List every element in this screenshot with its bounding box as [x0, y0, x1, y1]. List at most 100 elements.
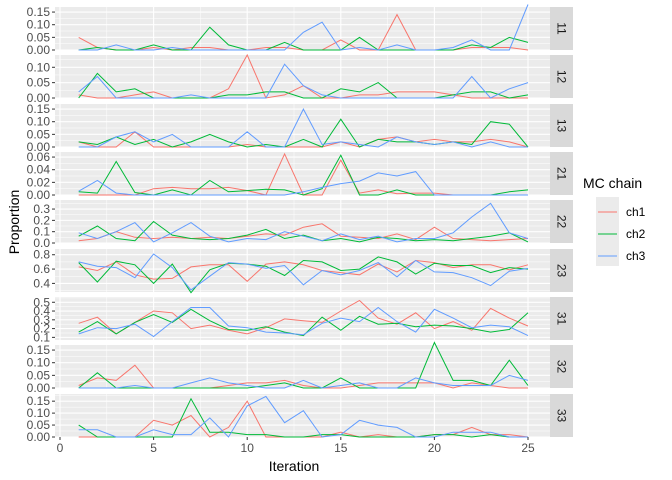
y-tick-label: 0.0 — [33, 236, 50, 250]
facet-panel-33: 0.000.050.100.15 33 — [27, 394, 573, 444]
y-tick-label: 0.15 — [27, 5, 51, 19]
y-tick-label: 0.2 — [33, 322, 50, 336]
series-line-ch3 — [78, 63, 529, 99]
y-tick-label: 0.8 — [33, 248, 50, 262]
facet-panel-13: 0.000.050.100.15 13 — [27, 102, 573, 154]
y-tick-label: 0.10 — [27, 406, 51, 420]
facet-strip-label: 32 — [555, 360, 569, 374]
y-tick-label: 0.05 — [27, 76, 51, 90]
facet-panel-21: 0.000.020.040.06 21 — [27, 150, 573, 202]
y-tick-label: 0.3 — [33, 313, 50, 327]
facet-strip — [550, 200, 573, 243]
series-line-ch3 — [78, 395, 528, 438]
panel-background — [55, 7, 550, 50]
x-tick-label: 20 — [428, 441, 442, 455]
facet-panel-23: 0.40.60.8 23 — [33, 248, 573, 294]
y-tick-label: 0.00 — [27, 381, 51, 395]
y-tick-label: 0.4 — [33, 304, 50, 318]
y-tick-label: 0.00 — [27, 140, 51, 154]
x-axis: 0 5 10 15 20 25 — [57, 437, 535, 455]
legend: MC chain ch1 ch2 ch3 — [583, 175, 646, 266]
y-tick-label: 0.6 — [33, 262, 50, 276]
facet-strip — [550, 394, 573, 437]
x-tick-label: 0 — [57, 441, 64, 455]
series-line-ch3 — [78, 4, 529, 51]
panel-background — [55, 55, 550, 98]
facet-strip-label: 22 — [555, 215, 569, 229]
legend-item-ch2: ch2 — [598, 227, 646, 241]
legend-item-ch3: ch3 — [598, 249, 646, 263]
legend-title: MC chain — [583, 175, 642, 191]
y-tick-label: 0.15 — [27, 394, 51, 408]
y-tick-label: 0.06 — [27, 150, 51, 164]
panel-background — [55, 200, 550, 243]
series-line-ch2 — [78, 256, 529, 294]
facet-strip-label: 33 — [555, 409, 569, 423]
facet-strip — [550, 345, 573, 388]
y-tick-label: 0.15 — [27, 102, 51, 116]
series-line-ch1 — [78, 299, 529, 335]
y-tick-label: 0.05 — [27, 418, 51, 432]
x-tick-label: 5 — [150, 441, 157, 455]
facet-strip-label: 21 — [555, 167, 569, 181]
y-tick-label: 0.4 — [33, 276, 50, 290]
panel-background — [55, 394, 550, 437]
series-line-ch2 — [78, 26, 529, 51]
x-tick-label: 25 — [521, 441, 535, 455]
y-tick-label: 0.05 — [27, 368, 51, 382]
y-tick-label: 0.1 — [33, 330, 50, 344]
y-tick-label: 0.04 — [27, 163, 51, 177]
legend-label-ch1: ch1 — [626, 205, 646, 219]
series-line-ch3 — [78, 108, 528, 148]
x-axis-title: Iteration — [269, 458, 320, 474]
x-tick-label: 10 — [241, 441, 255, 455]
series-line-ch1 — [78, 259, 529, 282]
facet-strip — [550, 55, 573, 98]
y-tick-label: 0.10 — [27, 60, 51, 74]
y-tick-label: 0.2 — [33, 213, 50, 227]
y-axis-title: Proportion — [6, 190, 22, 255]
series-line-ch3 — [78, 374, 529, 389]
y-tick-label: 0.1 — [33, 225, 50, 239]
series-line-ch3 — [78, 202, 529, 243]
y-tick-label: 0.00 — [27, 430, 51, 444]
y-tick-label: 0.05 — [27, 30, 51, 44]
facet-panel-32: 0.000.050.100.15 32 — [27, 341, 573, 395]
facet-strip — [550, 249, 573, 292]
facet-panel-12: 0.000.05 0.10 12 — [27, 53, 573, 105]
facet-strip-label: 31 — [555, 312, 569, 326]
series-line-ch3 — [78, 253, 529, 291]
y-tick-label: 0.05 — [27, 127, 51, 141]
facet-strip-label: 11 — [555, 22, 569, 35]
legend-key-background — [596, 197, 619, 266]
legend-label-ch2: ch2 — [626, 227, 646, 241]
y-tick-label: 0.02 — [27, 175, 51, 189]
panel-background — [55, 249, 550, 292]
y-tick-label: 0.10 — [27, 115, 51, 129]
y-tick-label: 0.00 — [27, 91, 51, 105]
legend-label-ch3: ch3 — [626, 249, 646, 263]
facet-strip-label: 12 — [555, 70, 569, 84]
panel-background — [55, 297, 550, 340]
facet-strip — [550, 152, 573, 195]
facet-strip — [550, 297, 573, 340]
x-tick-label: 15 — [334, 441, 348, 455]
facet-strip — [550, 7, 573, 50]
series-line-ch3 — [78, 306, 529, 338]
facet-strip — [550, 104, 573, 147]
series-line-ch3 — [78, 171, 528, 196]
y-tick-label: 0.5 — [33, 295, 50, 309]
facet-strip-label: 23 — [555, 264, 569, 278]
y-tick-label: 0.10 — [27, 18, 51, 32]
y-tick-label: 0.00 — [27, 188, 51, 202]
facet-panel-31: 0.10.20.30.40.5 31 — [33, 295, 573, 344]
y-tick-label: 0.15 — [27, 343, 51, 357]
facet-panel-11: 0.000.050.100.15 11 — [27, 4, 573, 57]
y-tick-label: 0.3 — [33, 202, 50, 216]
panel-background — [55, 152, 550, 195]
legend-item-ch1: ch1 — [598, 205, 646, 219]
series-line-ch2 — [78, 308, 529, 337]
facet-panels: 0.000.050.100.15110.000.050.10120.000.05… — [27, 4, 573, 444]
facet-strip-label: 13 — [555, 119, 569, 133]
